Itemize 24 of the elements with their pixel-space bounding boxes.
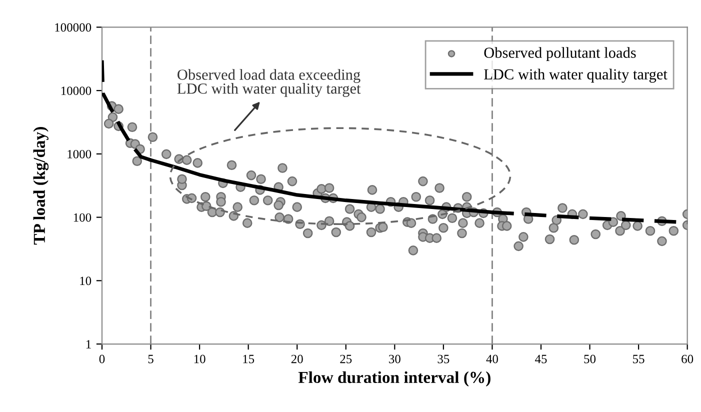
x-tick-label: 10 xyxy=(194,354,206,364)
x-tick-label: 30 xyxy=(389,354,400,364)
y-tick-label: 100000 xyxy=(55,23,92,32)
x-tick-label: 35 xyxy=(438,354,450,364)
x-tick-label: 45 xyxy=(534,354,547,364)
legend-label: Observed pollutant loads xyxy=(484,47,636,61)
x-tick-label: 0 xyxy=(99,354,105,364)
y-axis-title: TP load (kg/day) xyxy=(33,127,49,245)
y-tick-label: 1000 xyxy=(68,150,92,158)
x-tick-label: 60 xyxy=(682,354,694,364)
annotation: Observed load data exceeding LDC with water quality target xyxy=(177,69,361,97)
x-tick-label: 25 xyxy=(340,354,352,364)
x-tick-label: 15 xyxy=(243,354,254,364)
x-tick-label: 40 xyxy=(486,354,498,364)
legend-label: LDC with water quality target xyxy=(484,68,668,83)
x-tick-label: 5 xyxy=(148,354,154,364)
x-axis-title: Flow duration interval (%) xyxy=(298,371,490,386)
x-tick-label: 20 xyxy=(291,354,303,364)
x-tick-label: 55 xyxy=(633,354,644,364)
y-tick-label: 10 xyxy=(80,276,92,286)
y-tick-label: 10000 xyxy=(61,86,92,96)
x-tick-label: 50 xyxy=(584,354,596,364)
y-tick-label: 100 xyxy=(74,213,92,222)
y-tick-label: 1 xyxy=(86,340,91,348)
